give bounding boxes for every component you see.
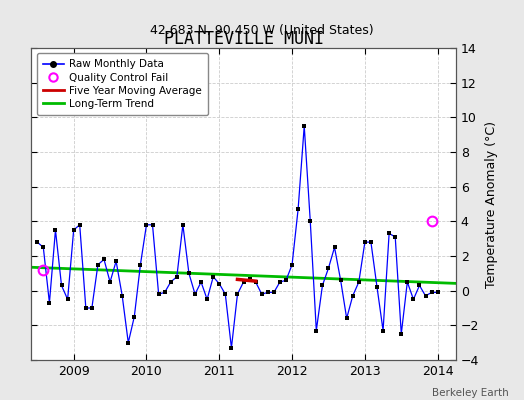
Legend: Raw Monthly Data, Quality Control Fail, Five Year Moving Average, Long-Term Tren: Raw Monthly Data, Quality Control Fail, … <box>37 53 208 115</box>
Text: Berkeley Earth: Berkeley Earth <box>432 388 508 398</box>
Y-axis label: Temperature Anomaly (°C): Temperature Anomaly (°C) <box>485 120 498 288</box>
Title: PLATTEVILLE MUNI: PLATTEVILLE MUNI <box>163 30 324 48</box>
Text: 42.683 N, 90.450 W (United States): 42.683 N, 90.450 W (United States) <box>150 24 374 37</box>
